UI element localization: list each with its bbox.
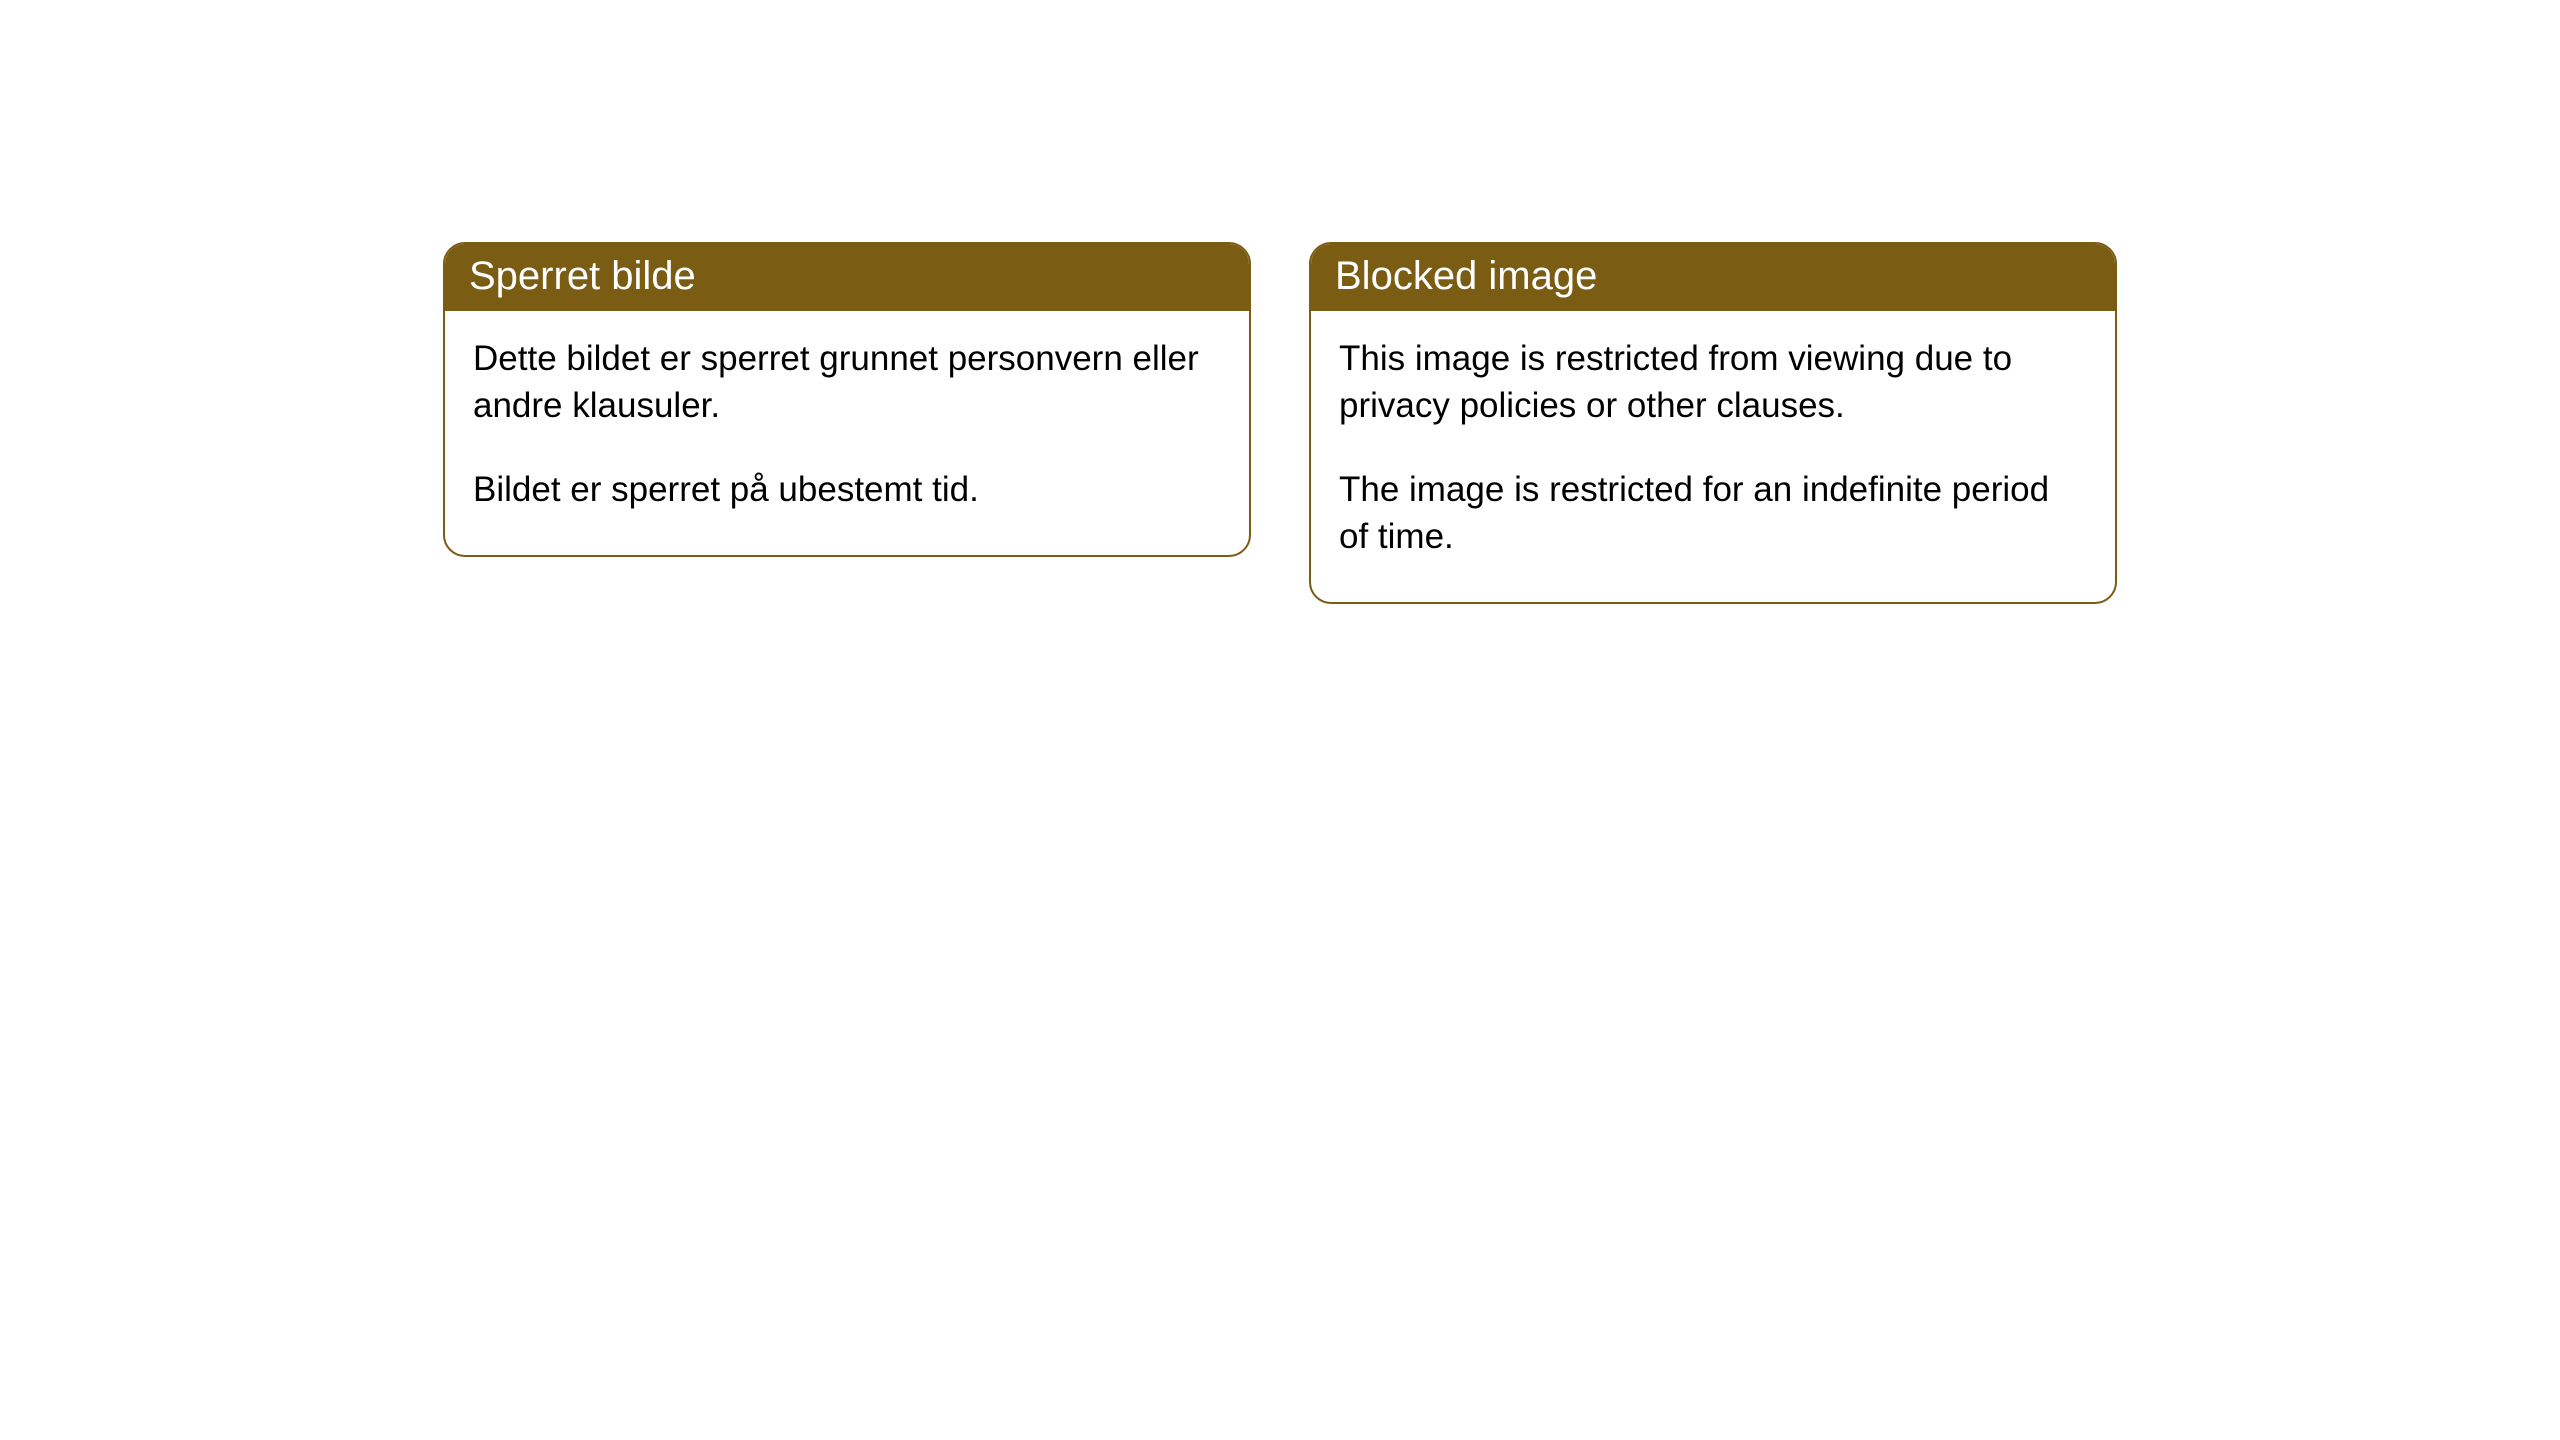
card-title: Blocked image	[1335, 254, 1597, 298]
blocked-image-card-en: Blocked image This image is restricted f…	[1309, 242, 2117, 604]
blocked-image-card-no: Sperret bilde Dette bildet er sperret gr…	[443, 242, 1251, 557]
card-header: Blocked image	[1311, 244, 2115, 311]
card-body: This image is restricted from viewing du…	[1311, 311, 2115, 602]
card-paragraph: The image is restricted for an indefinit…	[1339, 466, 2087, 561]
notice-cards-container: Sperret bilde Dette bildet er sperret gr…	[443, 242, 2117, 1440]
card-body: Dette bildet er sperret grunnet personve…	[445, 311, 1249, 555]
card-paragraph: Dette bildet er sperret grunnet personve…	[473, 335, 1221, 430]
card-title: Sperret bilde	[469, 254, 696, 298]
card-header: Sperret bilde	[445, 244, 1249, 311]
card-paragraph: This image is restricted from viewing du…	[1339, 335, 2087, 430]
card-paragraph: Bildet er sperret på ubestemt tid.	[473, 466, 1221, 513]
